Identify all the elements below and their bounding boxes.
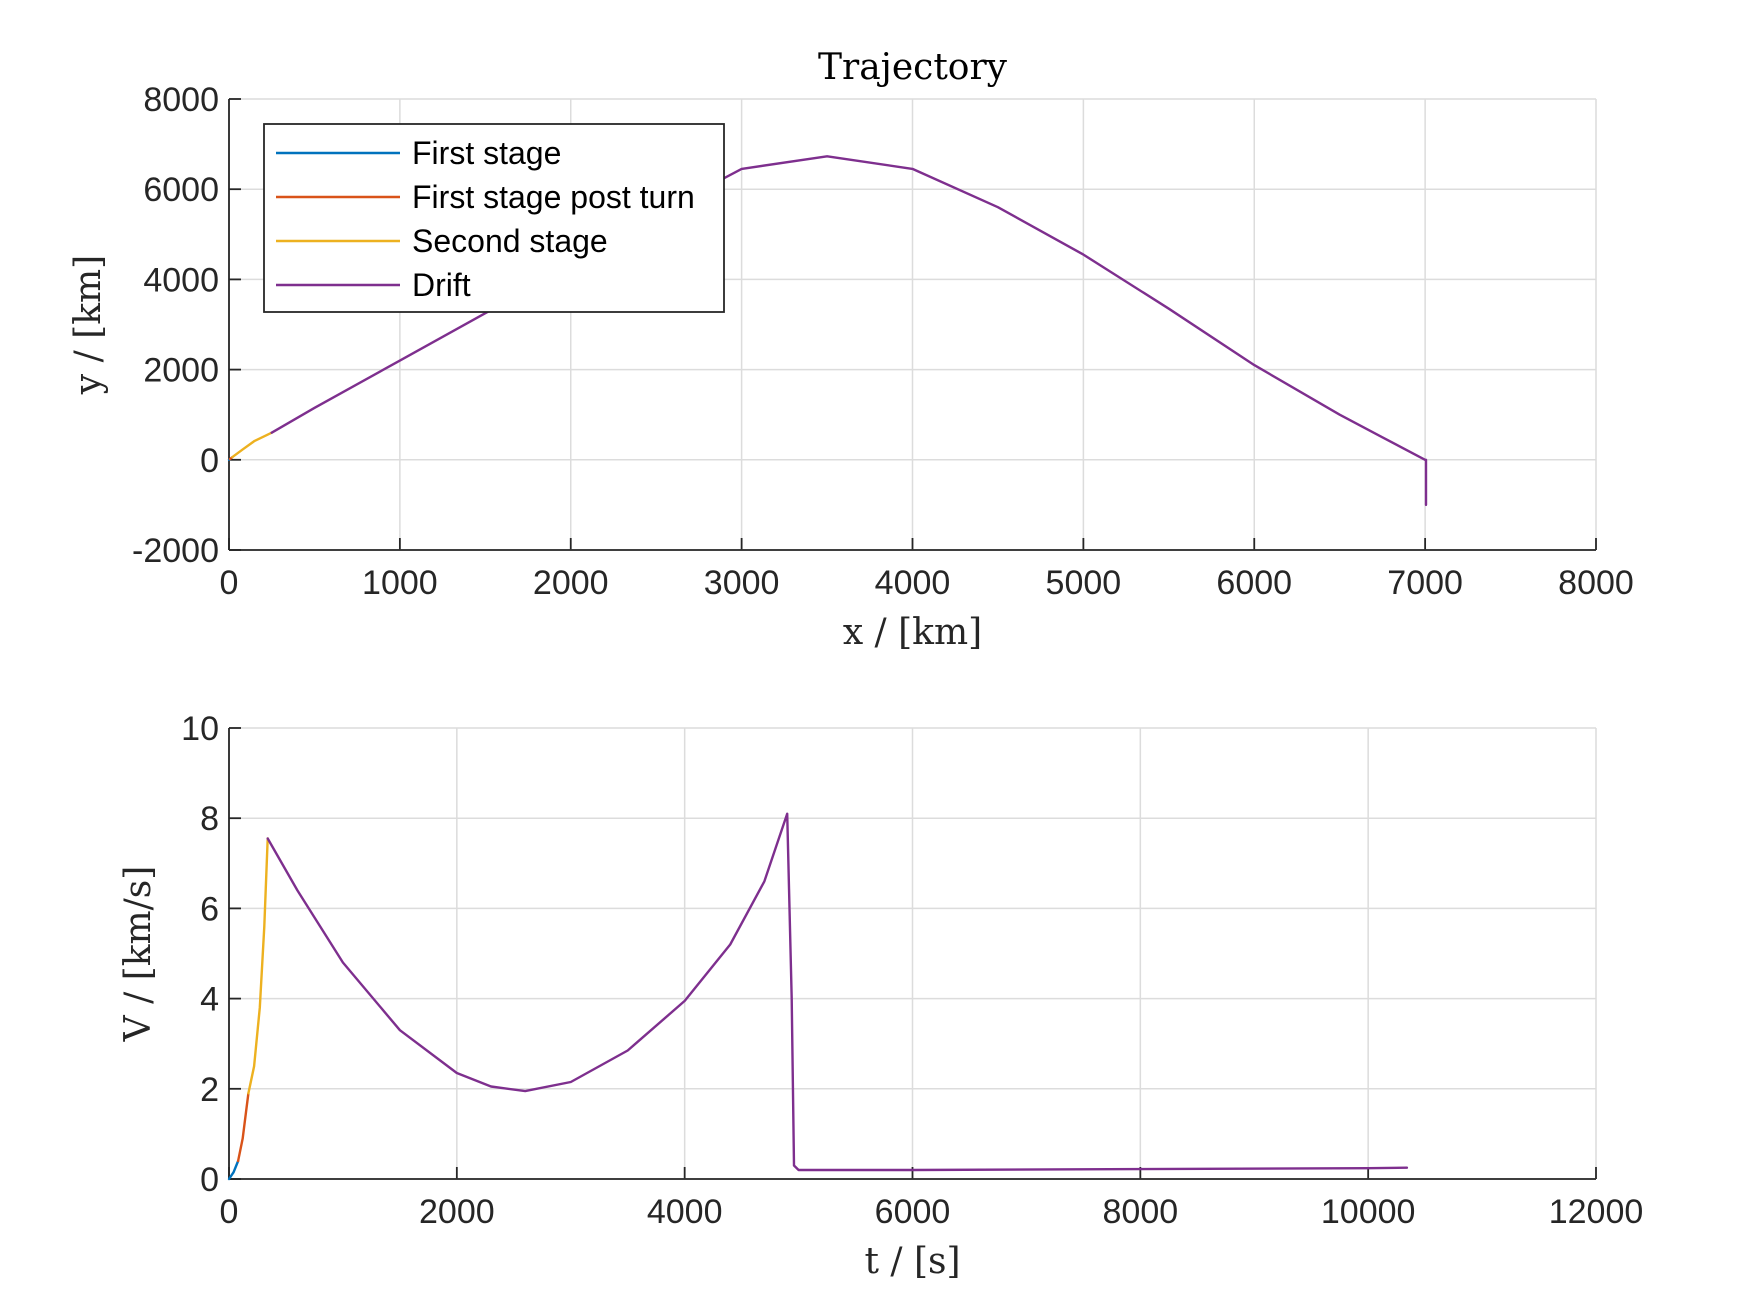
legend: First stage First stage post turn Second s… (263, 123, 725, 313)
legend-box (263, 123, 725, 313)
y-tick-label: 8 (200, 800, 219, 838)
legend-label: First stage (412, 135, 561, 171)
x-tick-label: 5000 (1046, 564, 1122, 602)
x-tick-label: 2000 (533, 564, 609, 602)
y-tick-label: 2 (200, 1071, 219, 1109)
y-tick-label: 8000 (143, 81, 219, 119)
series-line-first-stage (227, 1159, 240, 1181)
series-line-second-stage (247, 837, 269, 1095)
y-tick-label: 10 (181, 710, 219, 748)
series-line-first-stage-post-turn (236, 1092, 250, 1163)
y-tick-label: 2000 (143, 352, 219, 390)
chart-title: Trajectory (818, 47, 1008, 88)
y-axis-label: V / [km/s] (118, 866, 159, 1043)
x-tick-label: 0 (220, 1193, 239, 1231)
y-tick-label: 6 (200, 890, 219, 928)
x-tick-label: 0 (220, 564, 239, 602)
y-tick-label: 0 (200, 1161, 219, 1199)
x-tick-label: 2000 (419, 1193, 495, 1231)
x-tick-label: 8000 (1558, 564, 1634, 602)
x-tick-label: 4000 (647, 1193, 723, 1231)
x-tick-label: 3000 (704, 564, 780, 602)
velocity-plot: 0 2000 4000 6000 8000 10000 12000 0 2 4 6 8 10 t / [s… (118, 710, 1643, 1282)
x-tick-label: 6000 (1216, 564, 1292, 602)
y-tick-label: 4000 (143, 261, 219, 299)
legend-label: Drift (412, 267, 471, 303)
x-tick-label: 4000 (875, 564, 951, 602)
x-tick-label: 12000 (1549, 1193, 1644, 1231)
x-tick-label: 1000 (362, 564, 438, 602)
x-tick-label: 8000 (1103, 1193, 1179, 1231)
series-line-drift (270, 155, 1428, 507)
series-line-drift (266, 812, 1409, 1172)
x-axis-label: t / [s] (864, 1241, 960, 1282)
x-tick-label: 7000 (1387, 564, 1463, 602)
trajectory-plot: 0 1000 2000 3000 4000 5000 6000 7000 8000-200002… (68, 47, 1634, 653)
legend-label: Second stage (412, 223, 608, 259)
series-line-second-stage (231, 431, 273, 459)
y-tick-label: -2000 (132, 532, 219, 570)
y-axis-label: y / [km] (68, 255, 109, 395)
y-tick-label: 0 (200, 442, 219, 480)
y-tick-label: 4 (200, 981, 219, 1019)
legend-label: First stage post turn (412, 179, 695, 215)
x-tick-label: 6000 (875, 1193, 951, 1231)
x-tick-label: 10000 (1321, 1193, 1416, 1231)
x-axis-label: x / [km] (843, 612, 982, 653)
y-tick-label: 6000 (143, 171, 219, 209)
